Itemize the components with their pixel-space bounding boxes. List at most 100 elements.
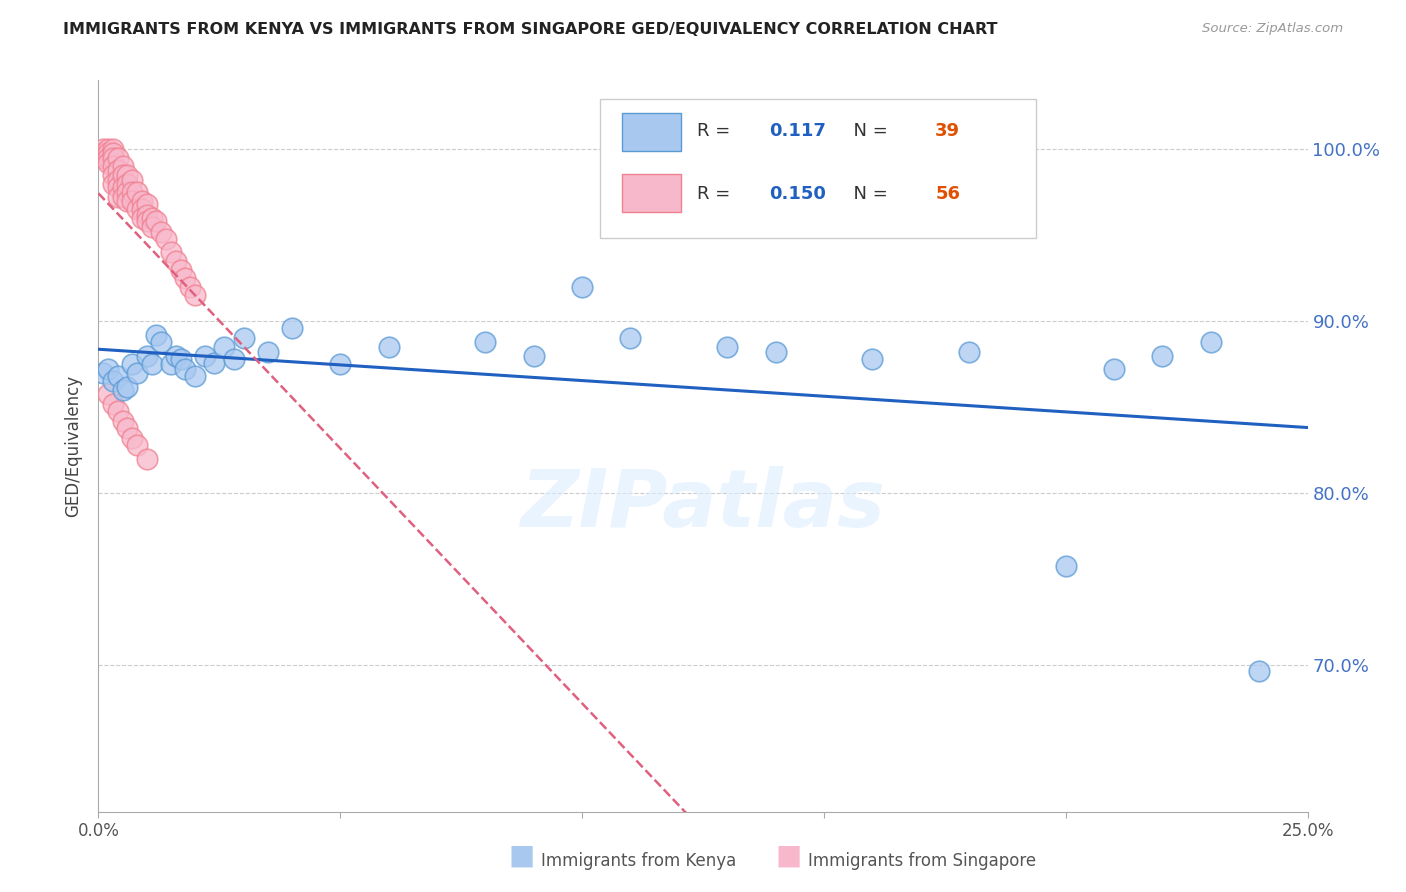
Point	[169, 352, 191, 367]
Point	[91, 366, 114, 380]
Point	[174, 271, 197, 285]
Point	[169, 262, 191, 277]
Point	[141, 211, 163, 225]
Point	[111, 414, 134, 428]
Point	[141, 219, 163, 234]
Point	[141, 357, 163, 371]
Point	[117, 379, 139, 393]
Point	[860, 352, 883, 367]
Point	[127, 366, 149, 380]
Point	[523, 349, 546, 363]
Text: 0.150: 0.150	[769, 185, 827, 202]
Point	[107, 403, 129, 417]
Point	[619, 331, 641, 345]
Point	[1102, 362, 1125, 376]
Point	[91, 142, 114, 156]
Point	[97, 142, 120, 156]
Point	[135, 349, 157, 363]
Point	[174, 362, 197, 376]
Point	[204, 355, 226, 369]
Point	[117, 177, 139, 191]
Point	[145, 214, 167, 228]
Point	[111, 180, 134, 194]
Point	[1054, 558, 1077, 573]
Point	[194, 349, 217, 363]
Point	[212, 340, 235, 354]
Point	[377, 340, 399, 354]
Point	[131, 211, 153, 225]
Point	[155, 232, 177, 246]
Text: R =: R =	[697, 185, 735, 202]
Point	[150, 225, 173, 239]
Text: Source: ZipAtlas.com: Source: ZipAtlas.com	[1202, 22, 1343, 36]
Point	[165, 254, 187, 268]
Point	[107, 180, 129, 194]
Point	[91, 145, 114, 160]
Text: N =: N =	[842, 122, 894, 140]
Point	[165, 349, 187, 363]
Point	[121, 173, 143, 187]
Point	[97, 362, 120, 376]
Point	[474, 334, 496, 349]
Point	[117, 421, 139, 435]
Point	[957, 345, 980, 359]
Point	[135, 197, 157, 211]
Point	[131, 194, 153, 208]
FancyBboxPatch shape	[600, 98, 1035, 237]
Text: 39: 39	[935, 122, 960, 140]
Text: 56: 56	[935, 185, 960, 202]
Point	[256, 345, 278, 359]
Point	[117, 194, 139, 208]
FancyBboxPatch shape	[621, 174, 682, 212]
Point	[1199, 334, 1222, 349]
Point	[127, 202, 149, 217]
Point	[222, 352, 245, 367]
Text: N =: N =	[842, 185, 894, 202]
Point	[121, 185, 143, 199]
Point	[117, 185, 139, 199]
Point	[107, 173, 129, 187]
Point	[716, 340, 738, 354]
Point	[135, 214, 157, 228]
Point	[131, 202, 153, 217]
Point	[160, 245, 183, 260]
Text: IMMIGRANTS FROM KENYA VS IMMIGRANTS FROM SINGAPORE GED/EQUIVALENCY CORRELATION C: IMMIGRANTS FROM KENYA VS IMMIGRANTS FROM…	[63, 22, 998, 37]
Text: ZIPatlas: ZIPatlas	[520, 466, 886, 543]
Point	[97, 386, 120, 401]
Text: Immigrants from Kenya: Immigrants from Kenya	[541, 852, 737, 870]
Point	[127, 185, 149, 199]
Point	[135, 207, 157, 221]
Point	[101, 177, 124, 191]
Point	[329, 357, 352, 371]
Point	[117, 168, 139, 182]
Point	[145, 328, 167, 343]
Point	[281, 321, 304, 335]
Point	[107, 162, 129, 177]
Point	[91, 151, 114, 165]
Point	[111, 168, 134, 182]
Point	[107, 190, 129, 204]
Point	[150, 334, 173, 349]
Point	[101, 375, 124, 389]
Point	[97, 156, 120, 170]
Point	[101, 159, 124, 173]
Point	[97, 145, 120, 160]
Text: 0.117: 0.117	[769, 122, 827, 140]
Point	[1152, 349, 1174, 363]
Text: R =: R =	[697, 122, 735, 140]
Point	[135, 451, 157, 466]
Point	[121, 194, 143, 208]
Point	[184, 369, 207, 384]
Point	[765, 345, 787, 359]
FancyBboxPatch shape	[621, 113, 682, 152]
Point	[160, 357, 183, 371]
Text: ■: ■	[508, 842, 534, 870]
Point	[1249, 664, 1271, 678]
Text: ■: ■	[775, 842, 801, 870]
Point	[232, 331, 254, 345]
Point	[571, 280, 593, 294]
Point	[97, 151, 120, 165]
Point	[111, 383, 134, 397]
Point	[111, 190, 134, 204]
Point	[111, 159, 134, 173]
